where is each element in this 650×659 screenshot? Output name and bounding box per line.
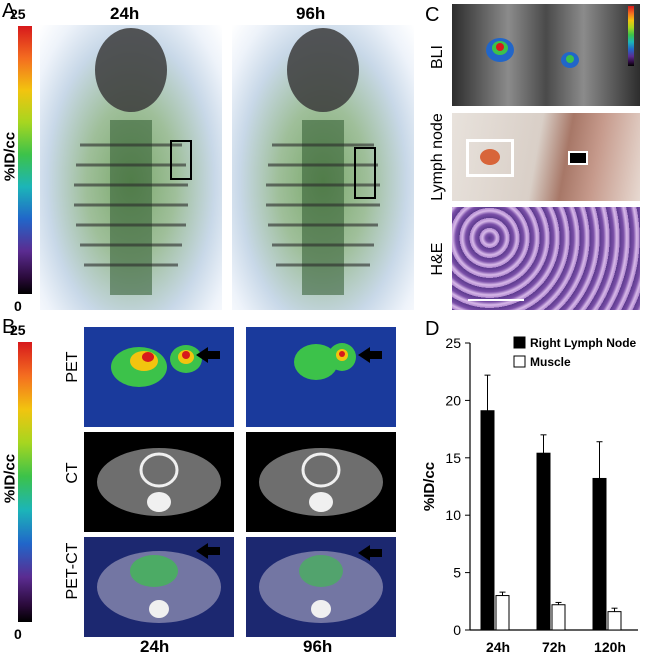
bar — [607, 611, 622, 631]
arrow-icon — [358, 545, 370, 561]
panel-c-row-he: H&E — [429, 242, 446, 276]
legend-swatch — [513, 355, 526, 368]
petct-overlay-96h — [259, 551, 383, 623]
panel-b-row-ct: CT — [64, 462, 81, 484]
bli-signal — [486, 38, 579, 68]
legend-label: Muscle — [530, 355, 571, 369]
panel-b-row-pet: PET — [64, 351, 81, 383]
bar — [480, 410, 495, 631]
arrow-tail — [208, 351, 220, 359]
bar — [551, 604, 566, 631]
bli-colorbar — [628, 6, 634, 66]
bar — [536, 452, 551, 631]
panel-c-row-bli: BLI — [429, 45, 446, 70]
excised-node-box — [466, 139, 514, 177]
arrow-icon — [196, 347, 208, 363]
lymph-node-box-96h — [354, 147, 376, 199]
panel-a-colorbar-label: %ID/cc — [1, 131, 19, 182]
bar — [592, 477, 607, 631]
panel-a-colorbar-max: 25 — [10, 6, 26, 22]
bar — [495, 595, 510, 631]
arrow-tail — [370, 549, 382, 557]
bli-image — [452, 4, 640, 106]
ct-cross-section-24h — [97, 448, 221, 516]
legend-swatch — [513, 336, 526, 349]
y-axis-label: %ID/cc — [421, 462, 438, 511]
legend-label: Right Lymph Node — [530, 336, 637, 350]
panel-b-letter: B — [2, 316, 16, 338]
arrow-icon — [196, 543, 208, 559]
panel-a-image-24h — [40, 25, 222, 310]
lymph-node-box-24h — [170, 140, 192, 180]
y-tick-label: 20 — [445, 392, 461, 408]
x-tick-label: 120h — [594, 639, 626, 655]
pet-image-96h — [246, 327, 396, 427]
mouse-skeleton-96h — [266, 28, 380, 295]
petct-image-24h — [84, 537, 234, 637]
ct-cross-section-96h — [259, 448, 383, 516]
y-tick-label: 25 — [445, 335, 461, 351]
panel-b-time-left: 24h — [140, 637, 170, 656]
petct-image-96h — [246, 537, 396, 637]
panel-b-row-petct: PET-CT — [64, 542, 81, 600]
panel-b-colorbar-max: 25 — [10, 322, 26, 338]
pet-image-24h — [84, 327, 234, 427]
lymph-node-photo — [452, 113, 640, 201]
he-stain-image — [452, 207, 640, 310]
pet-hotspots-96h — [294, 343, 356, 380]
panel-b-colorbar-min: 0 — [14, 626, 22, 642]
bar-chart: 0 5 10 15 20 25 %ID/cc 24h 72h 120h Right Lymph No… — [421, 335, 638, 655]
scale-bar — [468, 299, 524, 301]
panel-a-time-left: 24h — [110, 4, 140, 23]
petct-overlay-24h — [97, 551, 221, 623]
y-tick-label: 5 — [453, 565, 461, 581]
x-tick-label: 72h — [542, 639, 566, 655]
y-tick-label: 0 — [453, 622, 461, 638]
pet-hotspots-24h — [111, 345, 202, 387]
x-tick-label: 24h — [486, 639, 510, 655]
panel-d-letter: D — [425, 318, 440, 340]
y-tick-label: 10 — [445, 507, 461, 523]
mouse-skeleton-24h — [74, 28, 188, 295]
panel-c-row-lymph: Lymph node — [429, 113, 446, 201]
panel-b-colorbar-label: %ID/cc — [1, 453, 19, 504]
arrow-icon — [358, 347, 370, 363]
panel-a-image-96h — [232, 25, 414, 310]
panel-a-colorbar — [18, 26, 32, 294]
y-tick-label: 15 — [445, 450, 461, 466]
arrow-tail — [370, 351, 382, 359]
panel-c-letter: C — [425, 4, 440, 26]
panel-b-colorbar — [18, 342, 32, 622]
panel-b-time-right: 96h — [303, 637, 333, 656]
arrow-tail — [208, 547, 220, 555]
ct-image-24h — [84, 432, 234, 532]
excised-lymph-node — [480, 149, 500, 165]
arrow-icon — [568, 151, 588, 165]
panel-a-letter: A — [2, 0, 16, 22]
ct-image-96h — [246, 432, 396, 532]
panel-a-colorbar-min: 0 — [14, 298, 22, 314]
panel-a-time-right: 96h — [296, 4, 326, 23]
